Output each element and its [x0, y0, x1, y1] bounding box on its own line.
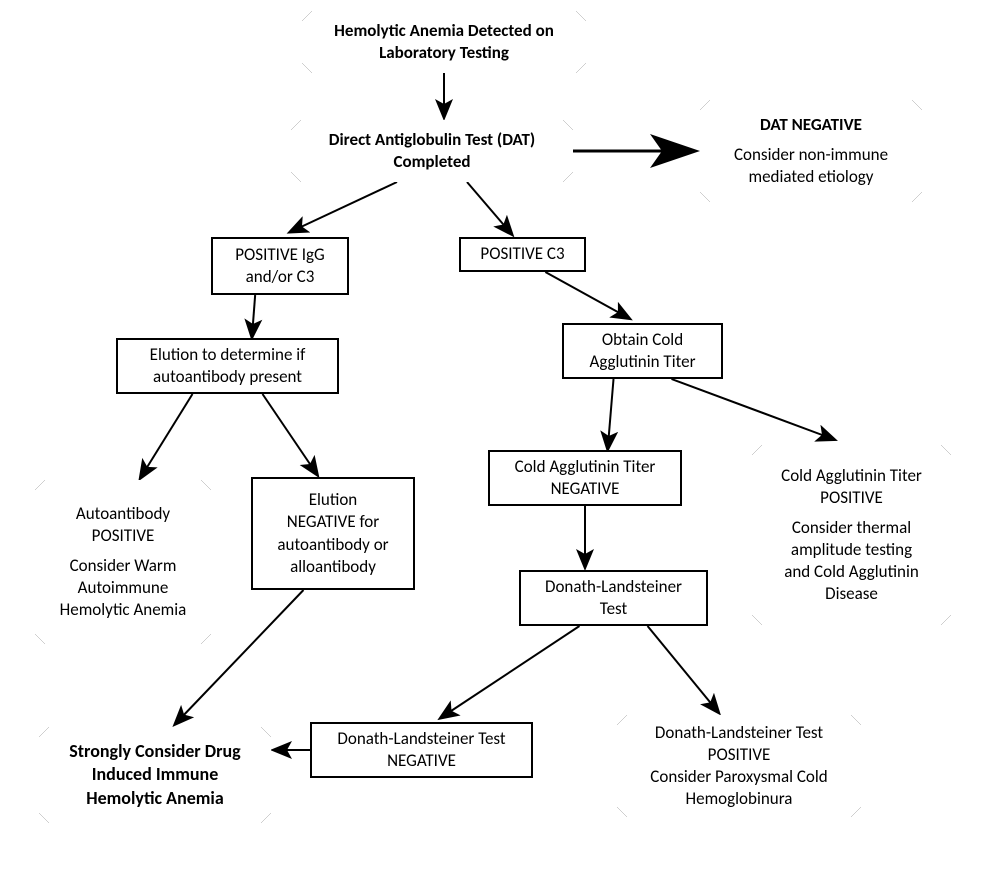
node-text: Donath-Landsteiner Test: [655, 722, 823, 744]
node-text: DAT NEGATIVE: [760, 114, 862, 136]
node-text: Autoimmune: [78, 577, 169, 599]
node-text: Autoantibody: [76, 503, 170, 525]
edge-dat-pos_igg_c3: [297, 182, 397, 229]
node-text: Cold Agglutinin Titer: [781, 465, 922, 487]
node-text: Agglutinin Titer: [590, 351, 696, 373]
node-text: Elution to determine if: [150, 344, 306, 366]
node-text: Direct Antiglobulin Test (DAT): [329, 129, 535, 151]
node-cold_pos: Cold Agglutinin TiterPOSITIVE Consider th…: [752, 445, 951, 625]
node-start: Hemolytic Anemia Detected onLaboratory T…: [302, 11, 586, 73]
node-cold_neg: Cold Agglutinin TiterNEGATIVE: [488, 450, 682, 506]
node-text: Donath-Landsteiner Test: [337, 728, 505, 750]
node-text: Elution: [309, 489, 358, 511]
node-text: Obtain Cold: [602, 329, 683, 351]
node-text: Hemolytic Anemia Detected on: [334, 20, 554, 42]
node-text: Completed: [393, 151, 470, 173]
node-text: NEGATIVE for: [287, 511, 379, 533]
node-dl_test: Donath-LandsteinerTest: [519, 570, 708, 626]
node-text: Cold Agglutinin Titer: [515, 456, 656, 478]
node-text: mediated etiology: [749, 166, 874, 188]
node-pos_igg_c3: POSITIVE IgGand/or C3: [211, 237, 349, 295]
edge-dl_test-dl_neg: [447, 626, 580, 714]
node-text: autoantibody present: [153, 366, 302, 388]
node-text: Strongly Consider Drug: [69, 740, 240, 763]
edge-elution-elution_neg: [263, 394, 314, 469]
node-elution_neg: ElutionNEGATIVE forautoantibody oralloan…: [251, 477, 415, 590]
node-elution: Elution to determine ifautoantibody pres…: [116, 338, 339, 394]
node-text: POSITIVE: [708, 744, 771, 766]
node-text: POSITIVE C3: [480, 243, 564, 265]
node-text: NEGATIVE: [387, 750, 456, 772]
node-text: Consider non-immune: [734, 144, 888, 166]
node-text: Donath-Landsteiner: [545, 576, 682, 598]
node-text: Disease: [825, 583, 878, 605]
edge-obtain_cold-cold_pos: [671, 379, 827, 437]
node-text: Hemolytic Anemia: [86, 787, 224, 810]
node-pos_c3: POSITIVE C3: [459, 237, 586, 272]
node-text: Hemoglobinura: [686, 788, 793, 810]
node-text: and/or C3: [246, 266, 315, 288]
edge-pos_igg_c3-elution: [253, 295, 256, 330]
node-obtain_cold: Obtain ColdAgglutinin Titer: [562, 323, 723, 379]
node-dat: Direct Antiglobulin Test (DAT)Completed: [291, 120, 573, 182]
node-dl_neg: Donath-Landsteiner TestNEGATIVE: [310, 722, 533, 778]
edge-dl_test-dl_pos: [648, 626, 714, 707]
edge-obtain_cold-cold_neg: [608, 379, 613, 442]
node-text: Induced Immune: [92, 763, 219, 786]
edge-dat-pos_c3: [467, 182, 507, 229]
node-text: Consider Paroxysmal Cold: [650, 766, 827, 788]
node-text: Consider Warm: [70, 555, 177, 577]
node-dat_neg: DAT NEGATIVE Consider non-immunemediated …: [700, 100, 922, 202]
node-text: POSITIVE: [92, 525, 155, 547]
node-text: Laboratory Testing: [379, 42, 509, 64]
node-text: NEGATIVE: [551, 478, 620, 500]
node-text: POSITIVE: [820, 487, 883, 509]
node-drug: Strongly Consider DrugInduced ImmuneHemo…: [39, 727, 271, 823]
node-text: Hemolytic Anemia: [60, 599, 187, 621]
node-text: Consider thermal: [792, 517, 911, 539]
node-text: alloantibody: [290, 556, 376, 578]
node-text: amplitude testing: [791, 539, 912, 561]
edge-pos_c3-obtain_cold: [545, 272, 623, 315]
node-text: POSITIVE IgG: [235, 244, 325, 266]
node-text: autoantibody or: [277, 534, 388, 556]
edge-elution-auto_pos: [144, 394, 192, 472]
node-auto_pos: AutoantibodyPOSITIVE Consider WarmAutoimm…: [35, 480, 211, 644]
node-dl_pos: Donath-Landsteiner TestPOSITIVEConsider …: [617, 715, 861, 817]
node-text: Test: [600, 598, 627, 620]
node-text: and Cold Agglutinin: [784, 561, 919, 583]
